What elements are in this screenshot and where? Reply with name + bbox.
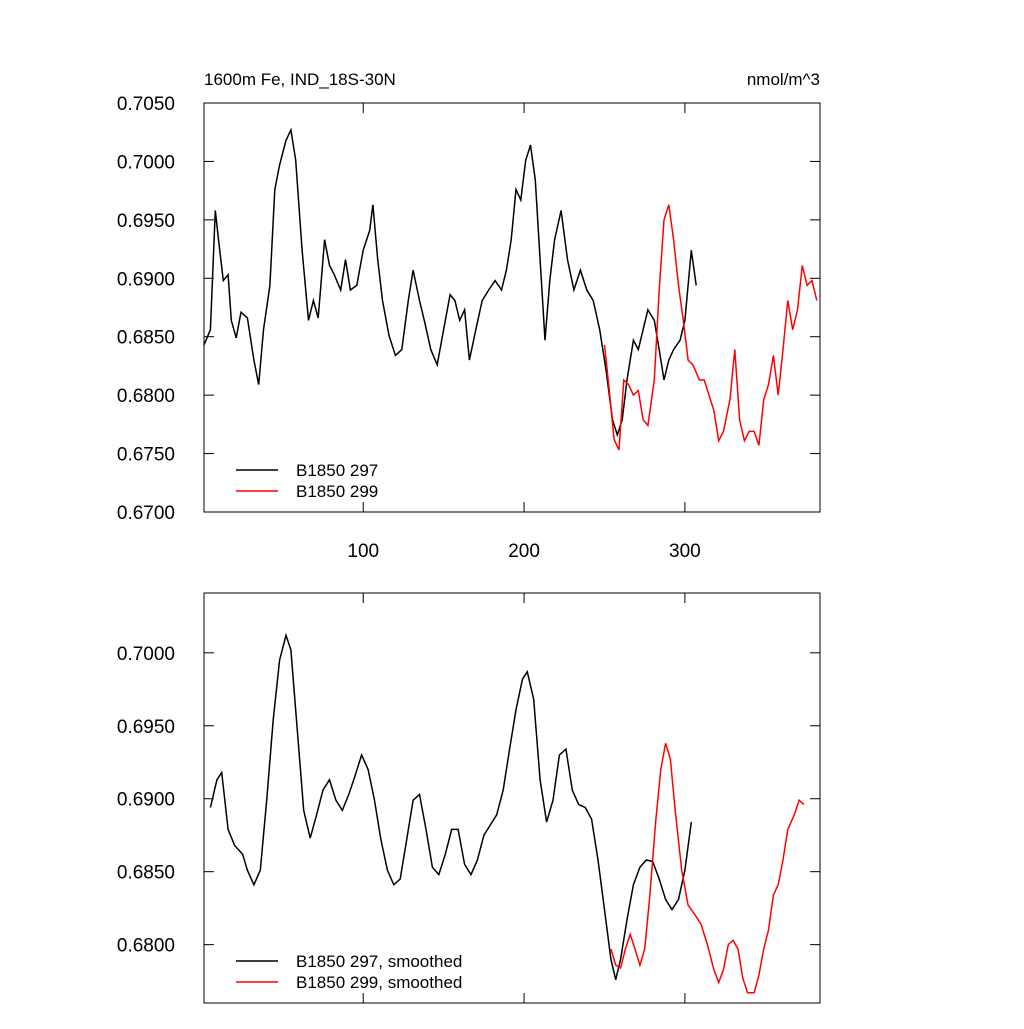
y-tick-label: 0.6900 xyxy=(117,269,175,290)
data-line xyxy=(610,743,805,994)
legend-label: B1850 299 xyxy=(296,482,378,501)
x-tick-label: 200 xyxy=(508,541,540,562)
data-line xyxy=(603,204,818,451)
y-tick-label: 0.6700 xyxy=(117,503,175,524)
data-line xyxy=(209,632,693,980)
chart-title: 1600m Fe, IND_18S-30N xyxy=(204,70,396,89)
legend-label: B1850 299, smoothed xyxy=(296,973,462,992)
chart-subtitle: nmol/m^3 xyxy=(747,70,820,89)
x-tick-label: 100 xyxy=(347,541,379,562)
y-tick-label: 0.6950 xyxy=(117,211,175,232)
y-tick-label: 0.6750 xyxy=(117,445,175,466)
y-tick-label: 0.6950 xyxy=(117,717,175,738)
y-tick-label: 0.6900 xyxy=(117,790,175,811)
y-tick-label: 0.7000 xyxy=(117,644,175,665)
plot-frame xyxy=(203,102,821,513)
y-tick-label: 0.6850 xyxy=(117,328,175,349)
x-tick-label: 300 xyxy=(669,541,701,562)
y-tick-label: 0.7050 xyxy=(117,94,175,115)
y-tick-label: 0.6800 xyxy=(117,936,175,957)
legend-label: B1850 297, smoothed xyxy=(296,952,462,971)
data-line xyxy=(203,127,697,438)
plot-frame xyxy=(203,592,821,1004)
legend-label: B1850 297 xyxy=(296,461,378,480)
y-tick-label: 0.7000 xyxy=(117,152,175,173)
y-tick-label: 0.6850 xyxy=(117,863,175,884)
y-tick-label: 0.6800 xyxy=(117,386,175,407)
